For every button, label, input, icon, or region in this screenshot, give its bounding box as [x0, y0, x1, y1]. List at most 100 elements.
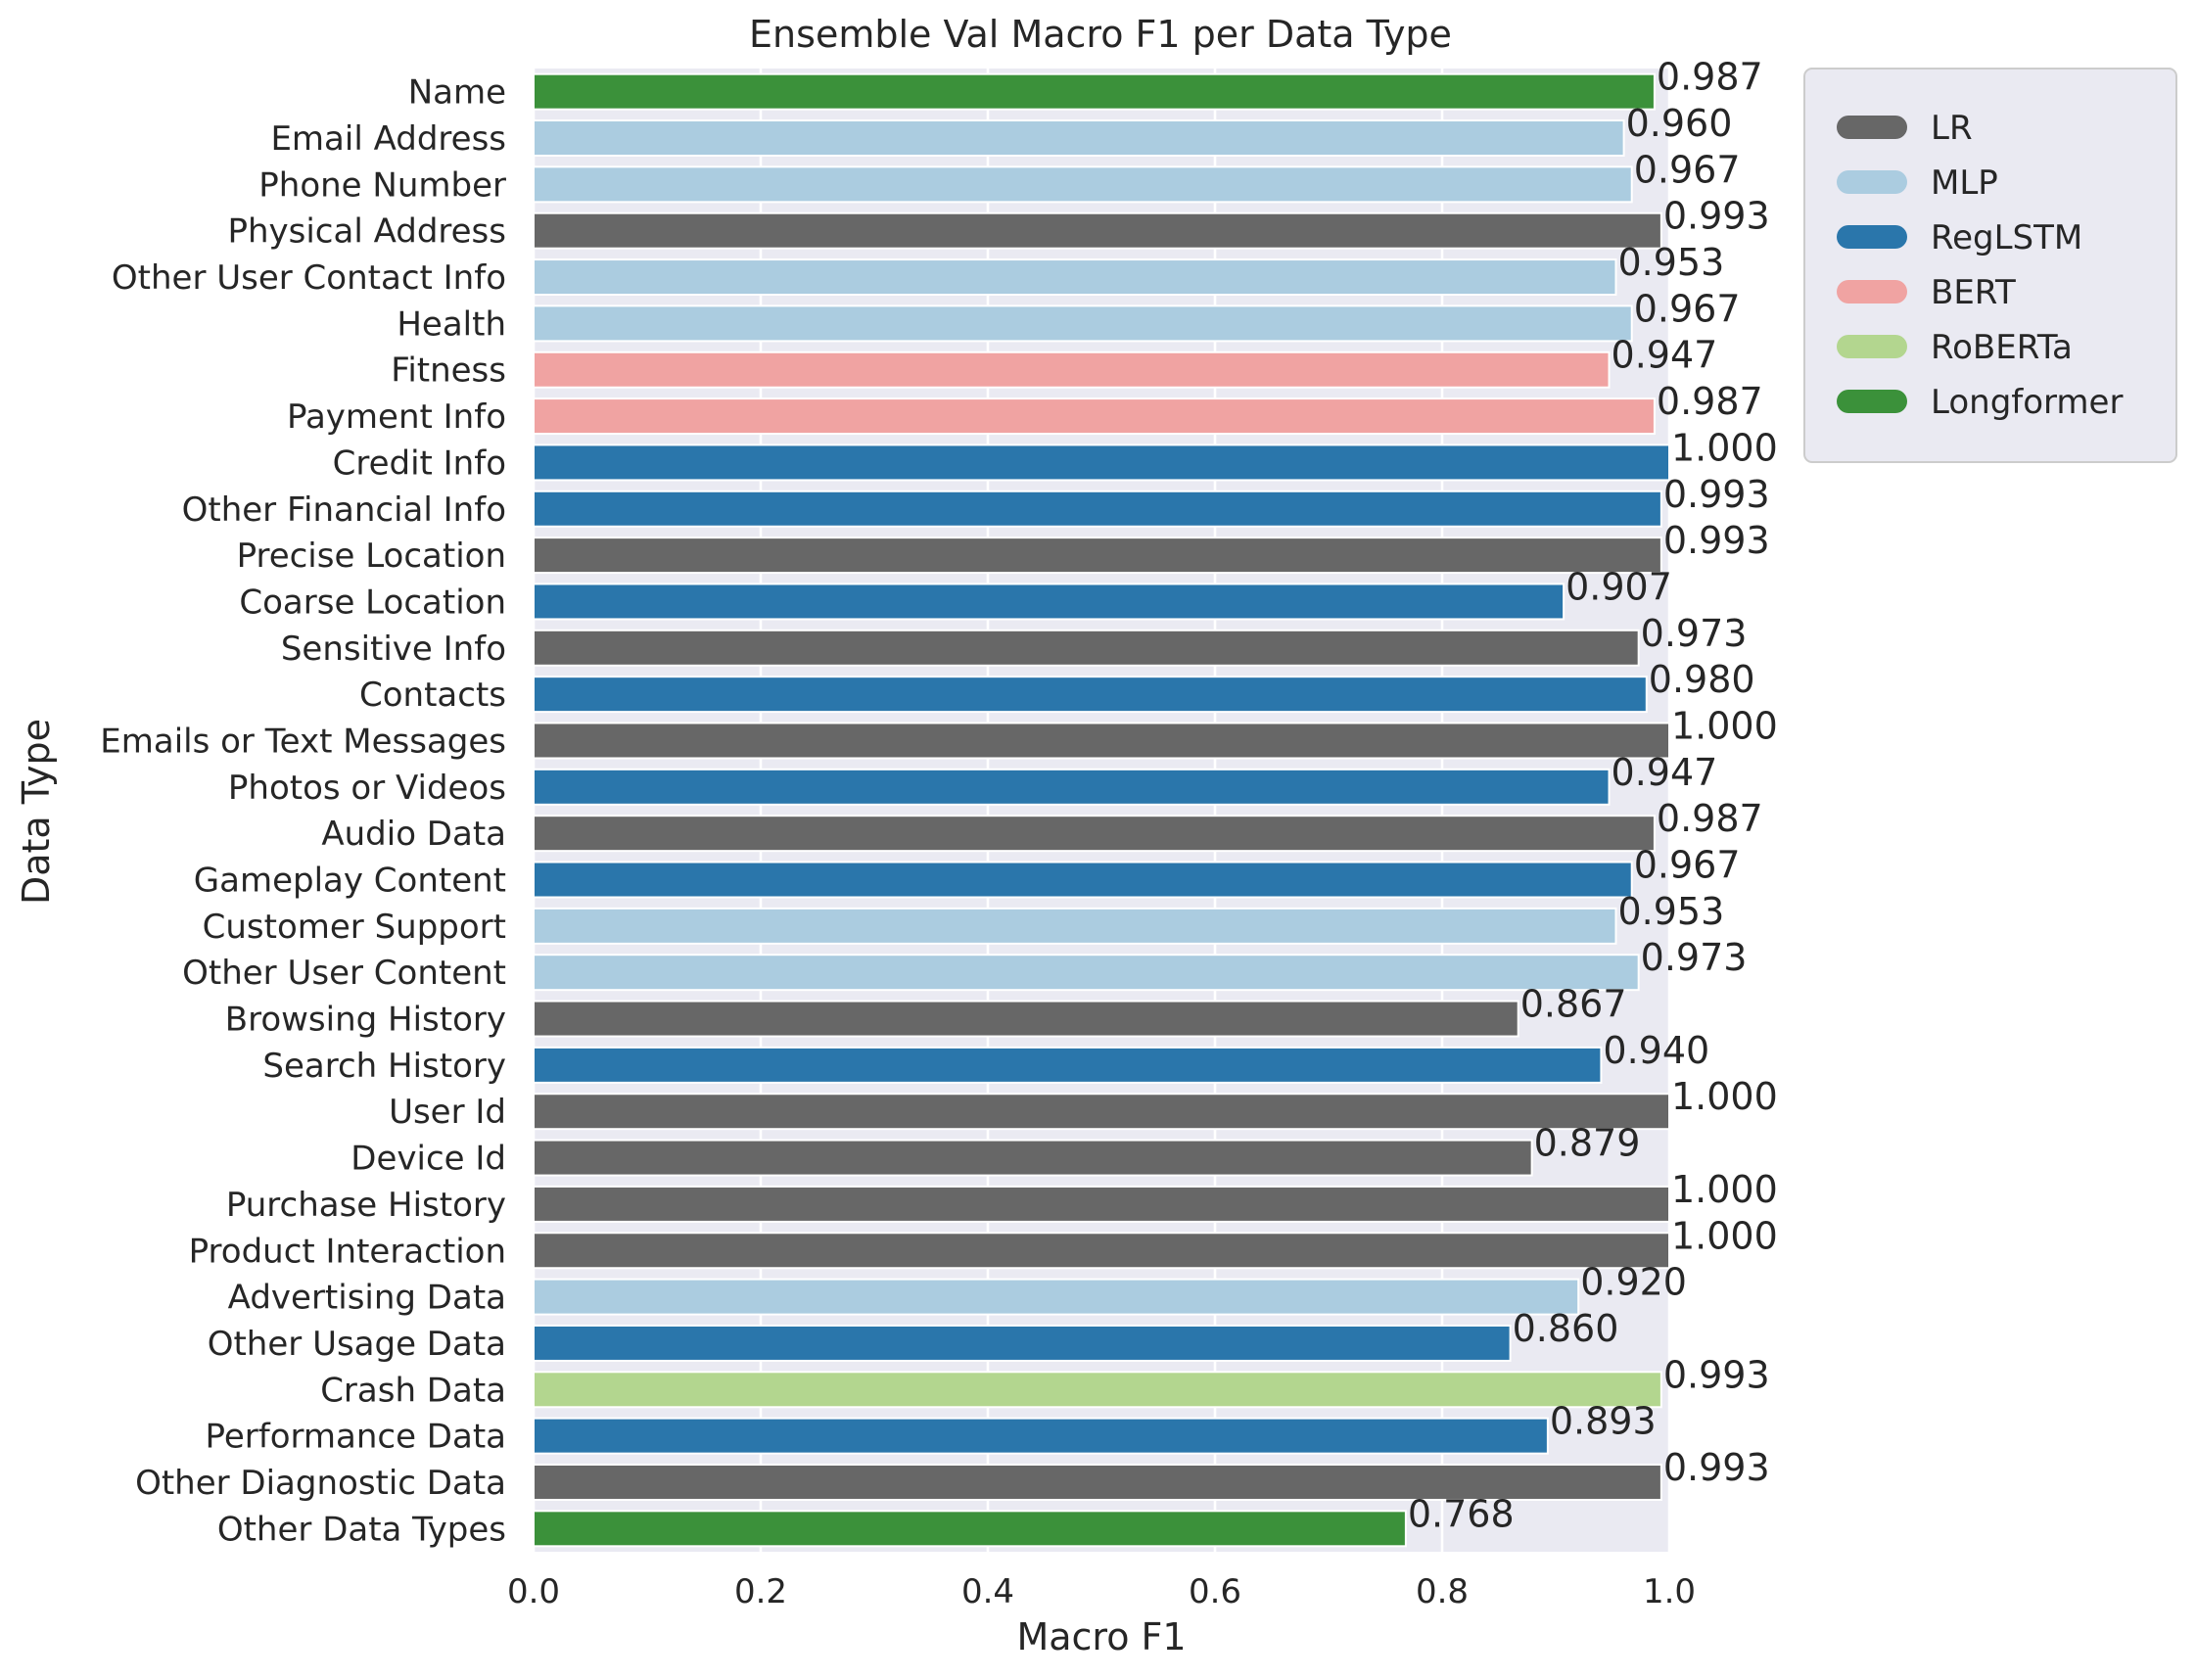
legend-swatch: [1837, 280, 1907, 303]
bar-value-label: 0.967: [1634, 844, 1741, 887]
bar: [533, 1371, 1662, 1409]
bar-value-label: 0.867: [1520, 983, 1627, 1026]
x-tick-label: 0.4: [961, 1572, 1014, 1611]
y-tick-label: Advertising Data: [228, 1279, 506, 1318]
bar: [533, 1232, 1670, 1270]
legend-label: RegLSTM: [1931, 218, 2082, 257]
bar-value-label: 0.967: [1634, 287, 1741, 330]
bar-value-label: 0.967: [1634, 148, 1741, 191]
x-tick-label: 0.2: [734, 1572, 787, 1611]
bar-value-label: 0.973: [1641, 612, 1748, 655]
bar-value-label: 0.987: [1657, 380, 1763, 423]
chart-title: Ensemble Val Macro F1 per Data Type: [749, 13, 1452, 56]
bar: [533, 443, 1670, 482]
bar-value-label: 0.860: [1513, 1307, 1619, 1350]
y-tick-label: Contacts: [359, 676, 506, 715]
legend-swatch: [1837, 335, 1907, 358]
bar-value-label: 0.987: [1657, 797, 1763, 840]
bar: [533, 537, 1662, 575]
y-tick-label: Other Financial Info: [182, 490, 506, 530]
bar: [533, 1510, 1407, 1548]
bar: [533, 1324, 1512, 1362]
y-tick-label: Payment Info: [287, 397, 506, 437]
legend-swatch: [1837, 170, 1907, 194]
x-tick-label: 0.0: [507, 1572, 560, 1611]
y-tick-label: Other Data Types: [217, 1510, 506, 1549]
bar-value-label: 0.993: [1663, 1353, 1770, 1396]
bar: [533, 1093, 1670, 1131]
y-tick-label: Credit Info: [333, 443, 506, 483]
bar-value-label: 0.947: [1612, 751, 1718, 794]
bar: [533, 72, 1656, 111]
legend-box: [1803, 68, 2177, 463]
bar: [533, 304, 1633, 343]
bar: [533, 629, 1640, 667]
bar-value-label: 0.987: [1657, 56, 1763, 99]
bar-value-label: 0.980: [1649, 658, 1755, 701]
bar: [533, 1139, 1533, 1177]
bar: [533, 1417, 1549, 1455]
bar: [533, 676, 1648, 714]
bar-value-label: 0.953: [1617, 890, 1724, 933]
bar-value-label: 0.960: [1626, 102, 1733, 145]
legend: LR MLP RegLSTM BERT RoBERTa Longformer: [1803, 68, 2177, 463]
bar-value-label: 1.000: [1671, 1168, 1778, 1211]
bar-value-label: 0.920: [1580, 1261, 1687, 1304]
y-tick-label: Device Id: [350, 1140, 506, 1179]
y-tick-label: Photos or Videos: [228, 769, 506, 808]
bar-value-label: 0.947: [1612, 334, 1718, 377]
y-tick-label: Other User Content: [182, 954, 506, 993]
bar-value-label: 1.000: [1671, 1214, 1778, 1257]
y-axis-label: Data Type: [15, 719, 58, 905]
y-tick-label: Other Diagnostic Data: [135, 1464, 506, 1503]
bar: [533, 397, 1656, 436]
bar: [533, 350, 1611, 389]
y-tick-label: Email Address: [270, 119, 506, 159]
x-tick-label: 1.0: [1643, 1572, 1696, 1611]
y-tick-label: Browsing History: [225, 1001, 506, 1040]
y-tick-label: Audio Data: [321, 815, 506, 854]
bar-value-label: 1.000: [1671, 426, 1778, 469]
bar-value-label: 0.940: [1603, 1029, 1709, 1072]
y-tick-label: Sensitive Info: [281, 630, 506, 669]
bar: [533, 258, 1617, 297]
legend-swatch: [1837, 390, 1907, 413]
y-tick-label: Name: [408, 73, 506, 113]
y-tick-label: Gameplay Content: [194, 862, 506, 901]
bar: [533, 907, 1617, 945]
x-axis-label: Macro F1: [1016, 1615, 1186, 1658]
bar-value-label: 0.993: [1663, 519, 1770, 562]
y-tick-label: Other User Contact Info: [112, 258, 506, 298]
y-tick-label: Emails or Text Messages: [100, 722, 506, 761]
bar: [533, 583, 1565, 621]
y-tick-label: Other Usage Data: [208, 1325, 506, 1364]
bar-value-label: 1.000: [1671, 704, 1778, 747]
y-tick-label: Health: [397, 304, 506, 344]
legend-swatch: [1837, 225, 1907, 249]
legend-swatch: [1837, 116, 1907, 139]
bar: [533, 211, 1662, 250]
y-tick-label: Fitness: [391, 351, 506, 391]
bar: [533, 722, 1670, 760]
bar: [533, 1185, 1670, 1223]
legend-label: LR: [1931, 109, 1973, 148]
y-tick-label: Product Interaction: [189, 1232, 506, 1271]
bar-value-label: 0.768: [1408, 1492, 1515, 1535]
bar: [533, 165, 1633, 204]
y-tick-labels: Name Email Address Phone Number Physical Ad…: [100, 73, 506, 1550]
x-tick-label: 0.6: [1189, 1572, 1241, 1611]
bar: [533, 815, 1656, 853]
y-tick-label: Phone Number: [258, 165, 506, 205]
bar: [533, 119, 1625, 158]
bar: [533, 1463, 1662, 1501]
bar: [533, 1046, 1603, 1084]
legend-label: BERT: [1931, 273, 2016, 312]
y-tick-label: Physical Address: [227, 212, 506, 252]
bar-value-label: 0.893: [1550, 1400, 1657, 1443]
y-tick-label: Performance Data: [206, 1418, 506, 1457]
bar-value-label: 0.953: [1617, 241, 1724, 284]
y-tick-label: Coarse Location: [239, 583, 506, 622]
legend-label: MLP: [1931, 163, 1998, 203]
